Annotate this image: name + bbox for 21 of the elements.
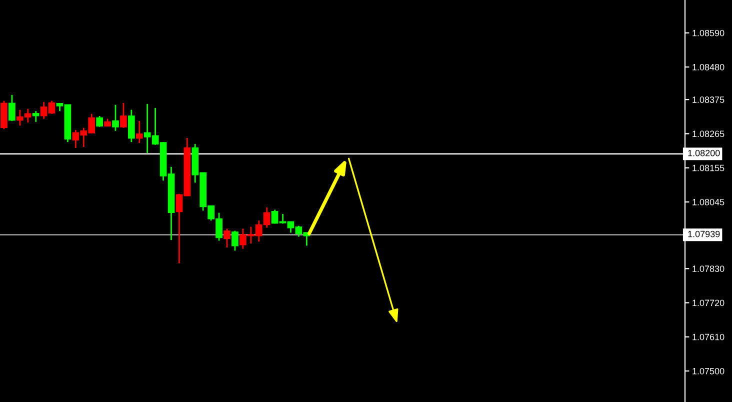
- candlestick: [120, 102, 127, 128]
- candlestick: [232, 230, 238, 252]
- y-tick-label: 1.07500: [692, 368, 724, 374]
- y-tick-label: 1.07610: [692, 334, 724, 340]
- candlestick: [224, 228, 230, 248]
- ref-line-label: 1.08200: [688, 150, 720, 156]
- y-tick-label: 1.08590: [692, 30, 724, 36]
- candlestick: [128, 109, 135, 143]
- y-tick-label: 1.08480: [692, 64, 724, 70]
- candlestick: [8, 94, 16, 122]
- y-tick-label: 1.08375: [692, 96, 724, 103]
- candlestick: [32, 110, 40, 123]
- y-tick-label: 1.08155: [692, 164, 724, 172]
- y-tick-label: 1.08045: [692, 198, 724, 206]
- y-tick-label: 1.07720: [692, 300, 724, 306]
- candlestick: [96, 115, 103, 128]
- y-tick-label: 1.08265: [692, 130, 724, 138]
- y-tick-label: 1.07830: [692, 266, 724, 272]
- ref-line-label: 1.07939: [688, 230, 720, 238]
- candlestick: [112, 104, 119, 132]
- candlestick: [136, 120, 143, 144]
